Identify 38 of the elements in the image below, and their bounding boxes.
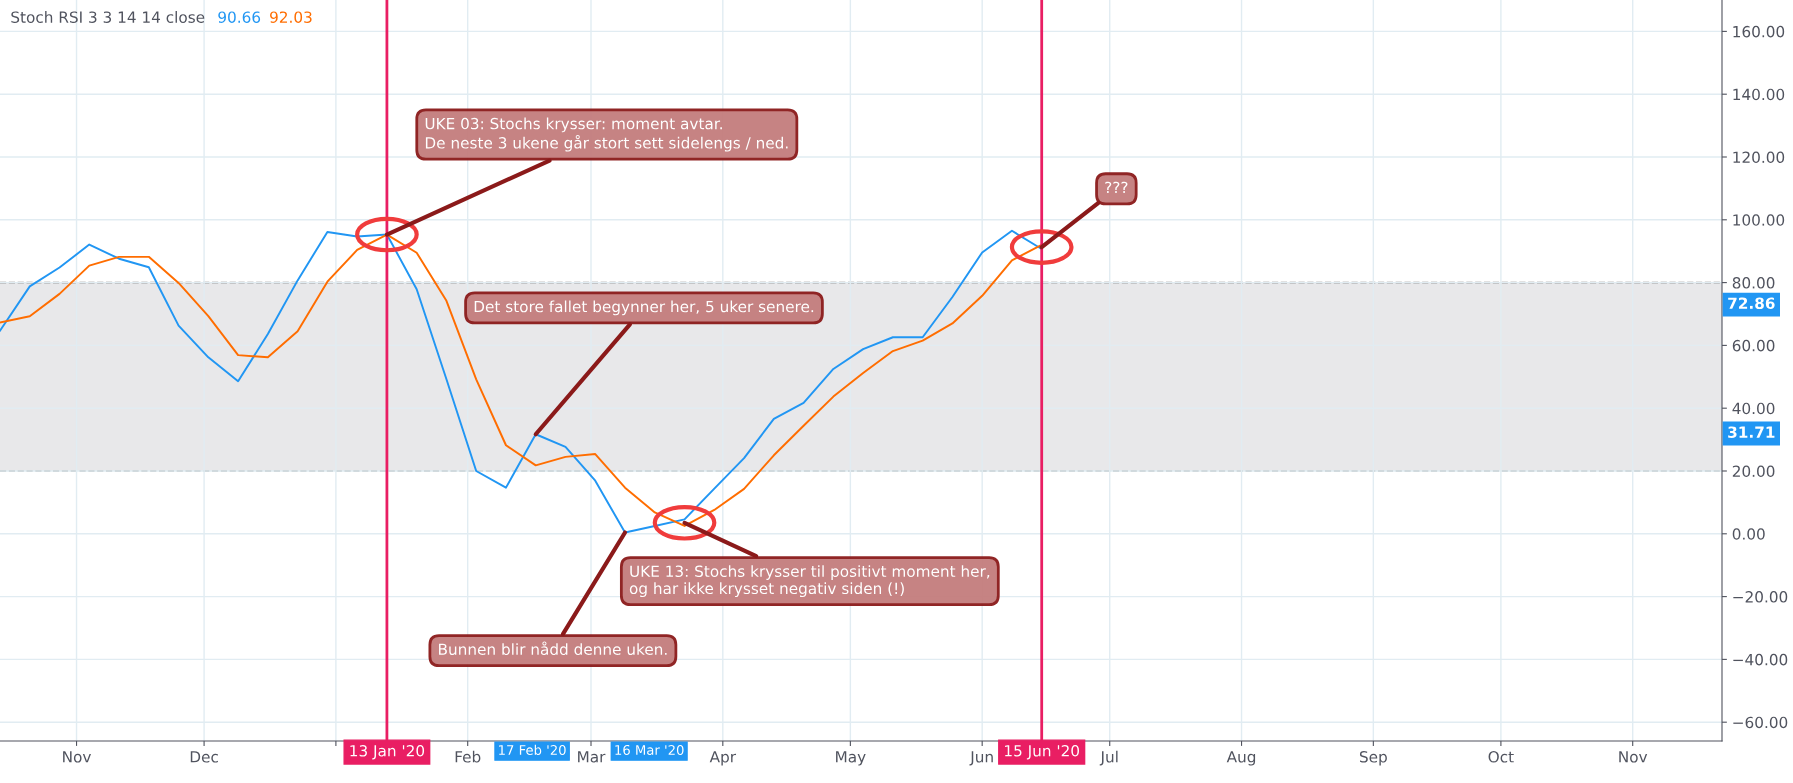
annotation: Det store fallet begynner her, 5 uker senere. <box>474 300 814 316</box>
text: 92.03 <box>270 11 312 23</box>
y-tick-label: 80.00 <box>1732 277 1775 289</box>
y-tick-label: 40.00 <box>1732 402 1775 415</box>
x-tick-label: Jun <box>969 751 993 766</box>
y-tick-label: 160.00 <box>1733 25 1785 38</box>
x-tick-label: May <box>836 751 866 766</box>
x-tick-label: Oct <box>1488 751 1514 763</box>
text: 31.71 <box>1728 426 1775 438</box>
x-tick-label: Nov <box>63 751 91 763</box>
x-tick-label: Nov <box>1619 751 1648 763</box>
y-tick-label: 0.00 <box>1732 528 1765 540</box>
y-tick-label: 100.00 <box>1733 214 1785 226</box>
y-tick-label: 20.00 <box>1732 465 1775 478</box>
annotation: ??? <box>1105 181 1128 193</box>
x-tick-label: Feb <box>455 750 481 763</box>
y-tick-label: −20.00 <box>1733 591 1788 603</box>
y-tick-label: 120.00 <box>1733 151 1785 164</box>
y-tick-label: 140.00 <box>1733 88 1785 101</box>
ref-line-label: 15 Jun '20 <box>1005 745 1080 760</box>
text: 90.66 <box>218 11 261 23</box>
x-tick-label: Jul <box>1099 750 1118 766</box>
annotation: UKE 13: Stochs krysser til positivt moment her, og har ikke krysset negativ siden (!) <box>629 565 990 598</box>
text: 17 Feb '20 <box>499 744 566 755</box>
x-tick-label: Mar <box>578 751 606 763</box>
annotation: Bunnen blir nådd denne uken. <box>439 641 667 656</box>
text: 16 Mar '20 <box>615 744 684 755</box>
y-tick-label: 60.00 <box>1732 339 1775 352</box>
x-tick-label: Apr <box>709 751 737 766</box>
x-tick-label: Dec <box>190 751 218 763</box>
x-tick-label: Aug <box>1226 751 1256 766</box>
annotation: UKE 03: Stochs krysser: moment avtar. De neste 3 ukene går stort sett sidelengs / ned. <box>425 117 788 152</box>
text: Stoch RSI 3 3 14 14 close <box>11 11 205 23</box>
text: 72.86 <box>1728 297 1775 309</box>
y-tick-label: −60.00 <box>1733 716 1788 729</box>
x-tick-label: Sep <box>1359 751 1387 766</box>
y-tick-label: −40.00 <box>1733 653 1788 666</box>
ref-line-label: 13 Jan '20 <box>350 745 425 760</box>
